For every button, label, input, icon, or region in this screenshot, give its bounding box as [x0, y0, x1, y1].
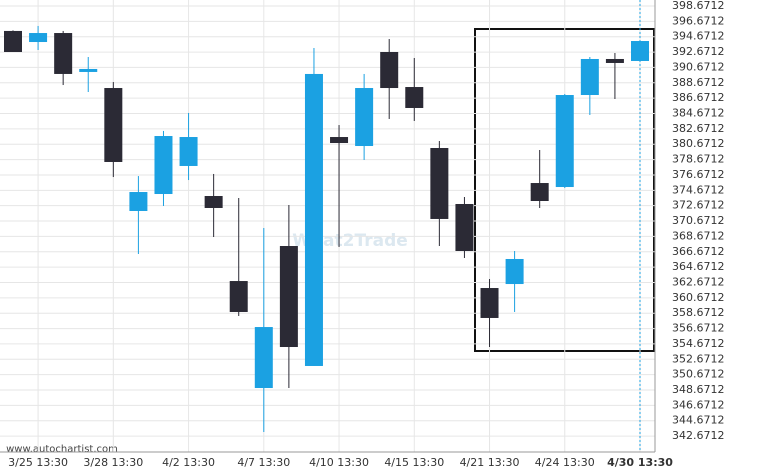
- y-tick-label: 354.6712: [672, 337, 725, 350]
- candle-body: [455, 203, 474, 252]
- y-tick-label: 380.6712: [672, 137, 725, 150]
- x-tick-label: 4/24 13:30: [535, 456, 595, 469]
- candle-body: [605, 58, 624, 63]
- candle-body: [580, 58, 599, 96]
- x-tick-label: 4/21 13:30: [460, 456, 520, 469]
- candle-body: [204, 196, 223, 208]
- y-tick-label: 344.6712: [672, 414, 725, 427]
- y-tick-label: 386.6712: [672, 91, 725, 104]
- y-tick-label: 356.6712: [672, 322, 725, 335]
- y-tick-label: 370.6712: [672, 214, 725, 227]
- y-tick-label: 368.6712: [672, 229, 725, 242]
- candle-body: [4, 30, 22, 52]
- candle-body: [54, 33, 73, 74]
- candle-body: [430, 148, 449, 219]
- candle-body: [330, 137, 349, 144]
- y-tick-label: 388.6712: [672, 76, 725, 89]
- candle-body: [229, 281, 248, 312]
- y-tick-label: 384.6712: [672, 107, 725, 120]
- y-tick-label: 348.6712: [672, 383, 725, 396]
- x-tick-label: 4/2 13:30: [162, 456, 215, 469]
- candle-body: [555, 95, 574, 188]
- y-tick-label: 362.6712: [672, 275, 725, 288]
- y-tick-label: 378.6712: [672, 153, 725, 166]
- y-tick-label: 382.6712: [672, 122, 725, 135]
- x-tick-label: 4/30 13:30: [607, 456, 673, 469]
- x-tick-label: 4/15 13:30: [384, 456, 444, 469]
- y-tick-label: 372.6712: [672, 199, 725, 212]
- candle-body: [505, 258, 524, 285]
- candle-body: [129, 192, 148, 211]
- y-tick-label: 374.6712: [672, 183, 725, 196]
- candle-body: [29, 33, 48, 43]
- y-tick-label: 394.6712: [672, 30, 725, 43]
- candle-body: [254, 327, 273, 389]
- y-tick-label: 392.6712: [672, 45, 725, 58]
- candle-body: [304, 73, 323, 366]
- candle-body: [355, 88, 374, 147]
- x-tick-label: 3/25 13:30: [8, 456, 68, 469]
- y-tick-label: 360.6712: [672, 291, 725, 304]
- x-tick-label: 4/10 13:30: [309, 456, 369, 469]
- x-tick-label: 4/7 13:30: [237, 456, 290, 469]
- x-tick-label: 3/28 13:30: [83, 456, 143, 469]
- y-tick-label: 358.6712: [672, 306, 725, 319]
- candle-body: [405, 87, 424, 108]
- source-label: www.autochartist.com: [6, 444, 118, 455]
- candle-body: [104, 88, 123, 162]
- candle-body: [380, 51, 399, 89]
- y-tick-label: 398.6712: [672, 0, 725, 12]
- candle-body: [154, 136, 173, 195]
- candle-body: [179, 137, 198, 166]
- y-tick-label: 366.6712: [672, 245, 725, 258]
- y-tick-label: 352.6712: [672, 352, 725, 365]
- y-tick-label: 396.6712: [672, 14, 725, 27]
- y-tick-label: 342.6712: [672, 429, 725, 442]
- candle-body: [631, 41, 649, 61]
- y-tick-label: 390.6712: [672, 60, 725, 73]
- candle-body: [480, 288, 499, 318]
- y-tick-label: 346.6712: [672, 398, 725, 411]
- y-tick-label: 364.6712: [672, 260, 725, 273]
- candle-body: [530, 183, 549, 201]
- candle-body: [279, 246, 298, 348]
- y-tick-label: 376.6712: [672, 168, 725, 181]
- y-tick-label: 350.6712: [672, 368, 725, 381]
- candle-body: [79, 68, 98, 72]
